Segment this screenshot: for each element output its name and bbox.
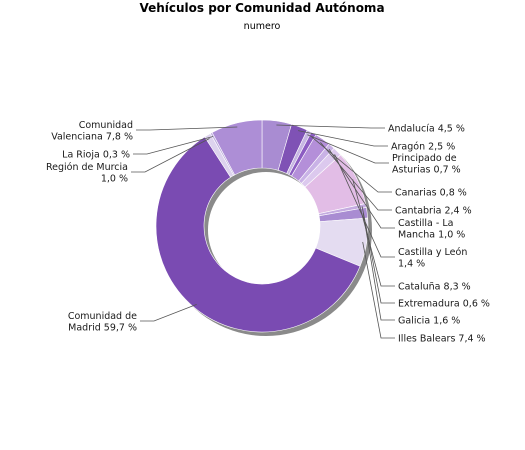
slice-label-line: Illes Balears 7,4 % <box>398 334 486 345</box>
slice-label: Cataluña 8,3 % <box>398 282 471 293</box>
leader-line <box>298 130 388 147</box>
leader-line <box>362 241 395 339</box>
slice-label: Extremadura 0,6 % <box>398 299 490 310</box>
slice-label-line: Aragón 2,5 % <box>391 142 455 153</box>
slice-label-line: Mancha 1,0 % <box>398 229 465 240</box>
slice-label-line: 1,0 % <box>101 173 128 184</box>
slice-label-line: 1,4 % <box>398 258 425 269</box>
slice-label: Aragón 2,5 % <box>391 142 455 153</box>
leader-line <box>361 206 395 304</box>
leader-line <box>133 136 214 155</box>
slice-label-line: Asturias 0,7 % <box>392 164 461 175</box>
slice-label-line: Región de Murcia <box>46 162 128 173</box>
leader-line <box>131 138 210 173</box>
slice-label-line: Galicia 1,6 % <box>398 316 460 327</box>
slice-label: Canarias 0,8 % <box>395 188 467 199</box>
leader-line <box>352 179 395 287</box>
donut-slices <box>155 119 369 333</box>
slice-label: Galicia 1,6 % <box>398 316 460 327</box>
slice-label-line: Cataluña 8,3 % <box>398 282 471 293</box>
slice-label-line: Valenciana 7,8 % <box>51 131 133 142</box>
slice-comunidad-valenciana <box>211 119 263 176</box>
slice-labels: Andalucía 4,5 % Aragón 2,5 %Principado de… <box>46 120 490 345</box>
slice-label: Cantabria 2,4 % <box>395 206 472 217</box>
leader-line <box>311 136 392 193</box>
slice-label: Principado de Asturias 0,7 % <box>392 153 461 176</box>
leader-line <box>334 154 395 258</box>
leader-line <box>307 134 389 164</box>
slice-label-line: La Rioja 0,3 % <box>62 150 130 161</box>
slice-label-line: Madrid 59,7 % <box>68 322 137 333</box>
slice-label-line: Andalucía 4,5 % <box>388 124 465 135</box>
slice-label: Región de Murcia 1,0 % <box>46 162 128 185</box>
leader-line <box>140 304 197 322</box>
leader-line <box>362 213 395 321</box>
slice-label: Comunidad de Madrid 59,7 % <box>68 311 137 334</box>
slice-label: Andalucía 4,5 % <box>388 124 465 135</box>
slice-label: Castilla y León 1,4 % <box>398 247 467 270</box>
slice-label-line: Canarias 0,8 % <box>395 188 467 199</box>
slice-label-line: Cantabria 2,4 % <box>395 206 472 217</box>
slice-label-line: Castilla - La <box>398 218 453 229</box>
leader-line <box>136 126 238 131</box>
leader-line <box>276 124 385 129</box>
slice-label-line: Comunidad <box>79 120 133 131</box>
chart-subtitle: numero <box>244 21 281 32</box>
slice-label: Illes Balears 7,4 % <box>398 334 486 345</box>
slice-label: Comunidad Valenciana 7,8 % <box>51 120 133 143</box>
slice-label-line: Principado de <box>392 153 457 164</box>
slice-label-line: Extremadura 0,6 % <box>398 299 490 310</box>
slice-label-line: Comunidad de <box>68 311 137 322</box>
slice-comunidad-de-madrid <box>155 136 361 333</box>
slice-label: La Rioja 0,3 % <box>62 150 130 161</box>
chart-title: Vehículos por Comunidad Autónoma <box>139 1 384 15</box>
leader-line <box>328 148 395 229</box>
slice-label-line: Castilla y León <box>398 247 467 258</box>
slice-label: Castilla - La Mancha 1,0 % <box>398 218 465 241</box>
leader-lines <box>131 124 395 339</box>
